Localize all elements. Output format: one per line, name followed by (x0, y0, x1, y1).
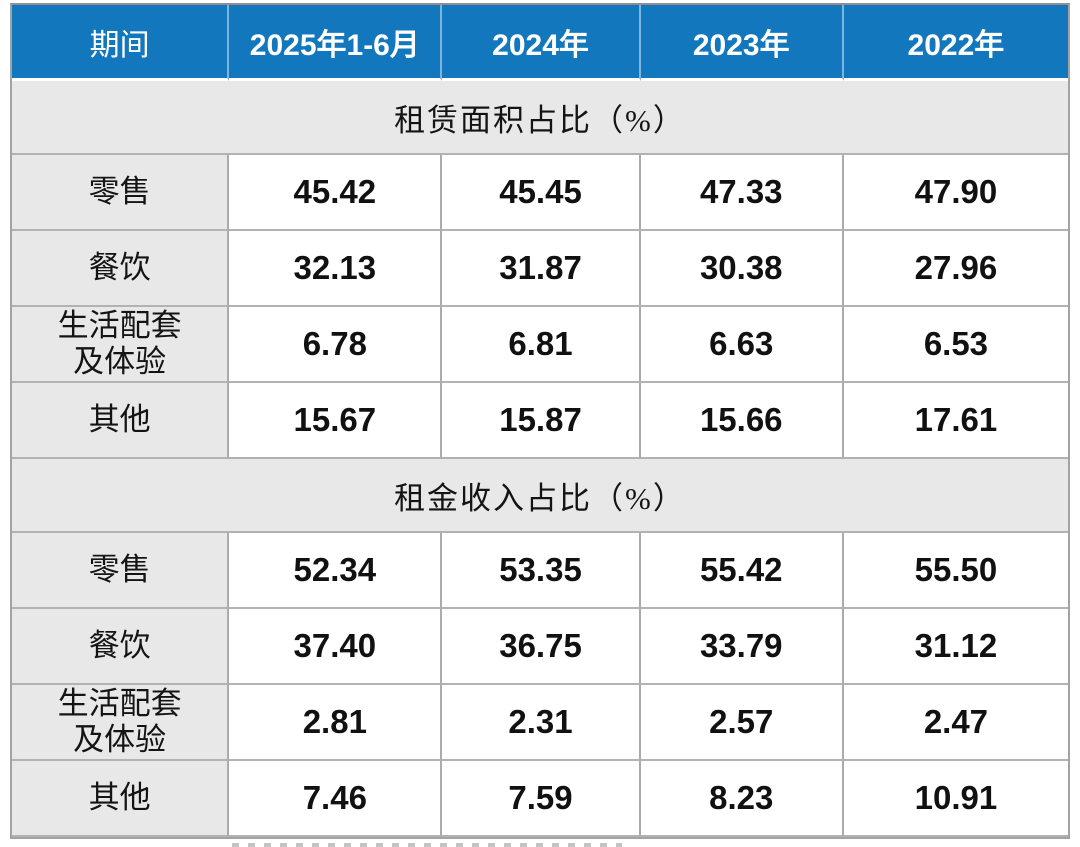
table-cell: 55.50 (843, 533, 1068, 609)
column-header-2025h1: 2025年1-6月 (229, 5, 443, 81)
row-label-dining: 餐饮 (12, 609, 230, 685)
table-cell: 8.23 (640, 761, 844, 837)
cropped-caption-strip (232, 843, 622, 847)
column-header-2022: 2022年 (843, 5, 1068, 81)
table-cell: 36.75 (442, 609, 641, 685)
row-label-other: 其他 (12, 383, 230, 459)
table-cell: 52.34 (229, 533, 443, 609)
table-cell: 47.33 (640, 155, 844, 231)
table-cell: 7.46 (229, 761, 443, 837)
column-header-2024: 2024年 (442, 5, 641, 81)
table-cell: 27.96 (843, 231, 1068, 307)
row-label-retail: 零售 (12, 155, 230, 231)
row-label-lifestyle: 生活配套 及体验 (12, 685, 230, 761)
table-cell: 32.13 (229, 231, 443, 307)
row-label-lifestyle: 生活配套 及体验 (12, 307, 230, 383)
table-cell: 2.31 (442, 685, 641, 761)
table-cell: 2.57 (640, 685, 844, 761)
table-cell: 31.12 (843, 609, 1068, 685)
column-header-2023: 2023年 (640, 5, 844, 81)
table-cell: 33.79 (640, 609, 844, 685)
table-cell: 47.90 (843, 155, 1068, 231)
table-cell: 55.42 (640, 533, 844, 609)
table-cell: 37.40 (229, 609, 443, 685)
table-cell: 15.67 (229, 383, 443, 459)
section-title-rental-income-share: 租金收入占比（%） (12, 459, 1068, 533)
row-label-dining: 餐饮 (12, 231, 230, 307)
table-cell: 6.53 (843, 307, 1068, 383)
row-label-other: 其他 (12, 761, 230, 837)
table-cell: 15.66 (640, 383, 844, 459)
table-cell: 17.61 (843, 383, 1068, 459)
table-cell: 31.87 (442, 231, 641, 307)
table-cell: 2.47 (843, 685, 1068, 761)
table-cell: 7.59 (442, 761, 641, 837)
row-label-retail: 零售 (12, 533, 230, 609)
data-table: 期间 2025年1-6月 2024年 2023年 2022年 租赁面积占比（%）… (10, 3, 1070, 839)
table-cell: 15.87 (442, 383, 641, 459)
table-cell: 10.91 (843, 761, 1068, 837)
table-cell: 2.81 (229, 685, 443, 761)
table-cell: 45.42 (229, 155, 443, 231)
table-cell: 6.63 (640, 307, 844, 383)
table-cell: 6.78 (229, 307, 443, 383)
table-cell: 53.35 (442, 533, 641, 609)
section-title-leased-area-share: 租赁面积占比（%） (12, 81, 1068, 155)
table-cell: 30.38 (640, 231, 844, 307)
table-cell: 45.45 (442, 155, 641, 231)
column-header-period: 期间 (12, 5, 230, 81)
table-cell: 6.81 (442, 307, 641, 383)
